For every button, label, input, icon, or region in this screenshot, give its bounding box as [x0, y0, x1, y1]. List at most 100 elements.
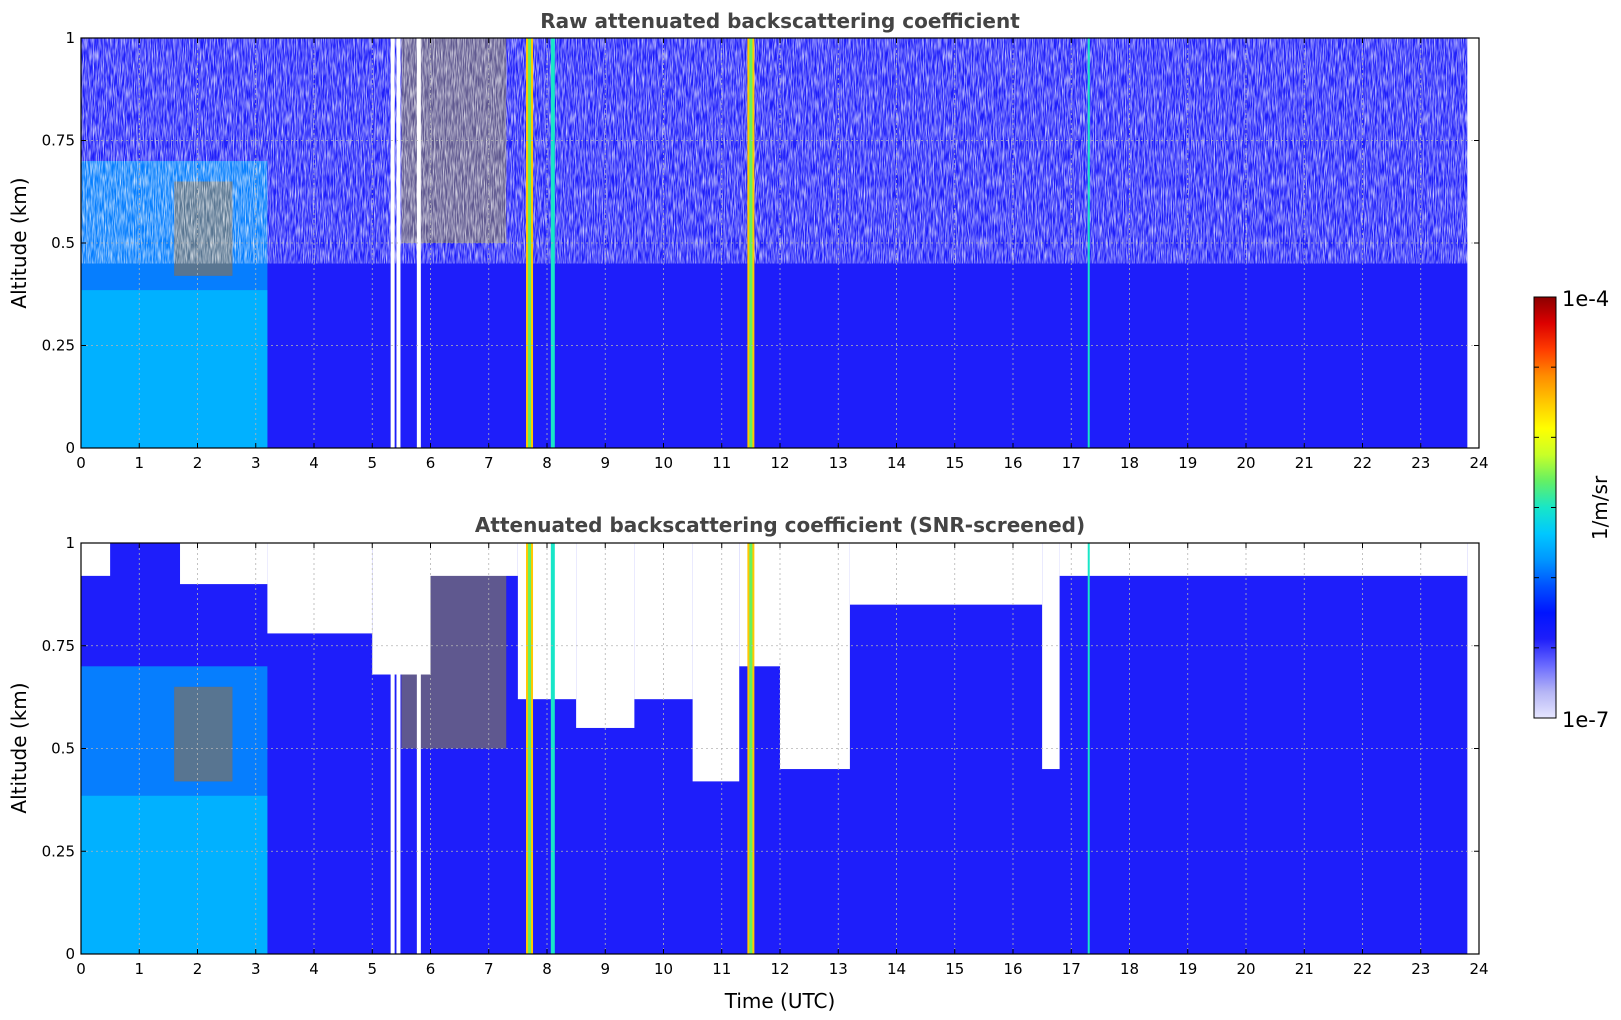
y-tick-label: 1	[65, 29, 75, 47]
x-tick-label: 11	[712, 454, 731, 472]
x-tick-label: 15	[945, 454, 964, 472]
screened-region	[634, 543, 693, 700]
x-tick-label: 14	[887, 454, 906, 472]
x-tick-label: 3	[251, 960, 261, 978]
screened-region	[849, 543, 1043, 605]
bottom-y-ticks: 0 0.25 0.5 0.75 1	[42, 534, 1479, 963]
x-tick-label: 0	[76, 454, 86, 472]
x-tick-label: 18	[1120, 960, 1139, 978]
colorbar: 1e-4 1e-7 1/m/sr	[1533, 287, 1612, 732]
vertical-streak	[1087, 38, 1090, 448]
x-tick-label: 8	[542, 454, 552, 472]
vertical-streak-core	[528, 543, 532, 954]
colorbar-min-label: 1e-7	[1562, 708, 1609, 732]
x-tick-label: 10	[654, 960, 673, 978]
screened-region	[1059, 543, 1468, 576]
y-tick-label: 0	[65, 945, 75, 963]
x-tick-label: 4	[309, 960, 319, 978]
x-tick-label: 21	[1295, 960, 1314, 978]
screened-region	[739, 543, 780, 667]
top-y-ticks: 0 0.25 0.5 0.75 1	[42, 29, 1479, 457]
x-tick-label: 24	[1469, 960, 1488, 978]
x-tick-label: 16	[1003, 960, 1022, 978]
x-tick-label: 3	[251, 454, 261, 472]
x-tick-label: 23	[1411, 454, 1430, 472]
screened-region	[1467, 543, 1479, 954]
y-tick-label: 1	[65, 534, 75, 552]
screened-region	[1042, 543, 1060, 770]
x-tick-label: 15	[945, 960, 964, 978]
bottom-y-axis-label: Altitude (km)	[7, 682, 31, 813]
aerosol-layer-core	[81, 795, 268, 954]
x-tick-label: 6	[426, 960, 436, 978]
panel-bottom: Attenuated backscattering coefficient (S…	[7, 513, 1489, 1013]
y-tick-label: 0.5	[51, 234, 75, 252]
screened-region	[430, 543, 518, 576]
x-tick-label: 14	[887, 960, 906, 978]
aerosol-layer-core	[81, 290, 268, 448]
y-tick-label: 0.5	[51, 740, 75, 758]
bottom-x-ticks: 0 1 2 3 4 5 6 7 8 9 10 11 12 13 14 15 16 17 18 19 20 21 22 23 24	[76, 543, 1489, 978]
x-tick-label: 10	[654, 454, 673, 472]
screened-region	[780, 543, 850, 770]
x-tick-label: 6	[426, 454, 436, 472]
elevated-layer-halo	[174, 686, 233, 782]
x-tick-label: 22	[1353, 454, 1372, 472]
x-tick-label: 20	[1236, 960, 1255, 978]
x-tick-label: 19	[1178, 960, 1197, 978]
x-tick-label: 21	[1295, 454, 1314, 472]
x-tick-label: 1	[134, 960, 144, 978]
x-tick-label: 17	[1062, 454, 1081, 472]
x-tick-label: 20	[1236, 454, 1255, 472]
x-tick-label: 8	[542, 960, 552, 978]
bottom-panel-title: Attenuated backscattering coefficient (S…	[475, 513, 1085, 537]
no-data-region	[1467, 38, 1479, 448]
screened-region	[267, 543, 373, 634]
x-axis-label: Time (UTC)	[724, 989, 836, 1013]
top-panel-title: Raw attenuated backscattering coefficien…	[540, 9, 1020, 33]
screened-region	[372, 543, 431, 675]
no-data-gap	[416, 543, 421, 954]
colorbar-units-label: 1/m/sr	[1588, 475, 1612, 540]
x-tick-label: 22	[1353, 960, 1372, 978]
colorbar-ticks	[1534, 296, 1556, 719]
top-gridlines	[80, 37, 1480, 449]
x-tick-label: 1	[134, 454, 144, 472]
x-tick-label: 5	[367, 454, 377, 472]
x-tick-label: 9	[600, 454, 610, 472]
colorbar-max-label: 1e-4	[1562, 287, 1609, 311]
elevated-layer	[174, 686, 233, 782]
x-tick-label: 7	[484, 960, 494, 978]
no-data-gap	[396, 38, 401, 448]
vertical-streak-core	[749, 543, 753, 954]
top-x-ticks: 0 1 2 3 4 5 6 7 8 9 10 11 12 13 14 15 16 17 18 19 20 21 22 23 24	[76, 38, 1489, 472]
y-tick-label: 0	[65, 439, 75, 457]
x-tick-label: 11	[712, 960, 731, 978]
x-tick-label: 18	[1120, 454, 1139, 472]
x-tick-label: 9	[600, 960, 610, 978]
x-tick-label: 13	[829, 960, 848, 978]
screened-region	[692, 543, 740, 782]
no-data-gap	[416, 38, 421, 448]
screened-region	[81, 543, 111, 576]
y-tick-label: 0.25	[42, 337, 75, 355]
x-tick-label: 24	[1469, 454, 1488, 472]
screened-region	[180, 543, 268, 585]
x-tick-label: 2	[193, 454, 203, 472]
x-tick-label: 2	[193, 960, 203, 978]
vertical-streak-core	[528, 38, 532, 448]
y-tick-label: 0.75	[42, 132, 75, 150]
x-tick-label: 0	[76, 960, 86, 978]
x-tick-label: 12	[770, 454, 789, 472]
x-tick-label: 5	[367, 960, 377, 978]
no-data-gap	[396, 543, 401, 954]
x-tick-label: 7	[484, 454, 494, 472]
x-tick-label: 17	[1062, 960, 1081, 978]
x-tick-label: 13	[829, 454, 848, 472]
x-tick-label: 16	[1003, 454, 1022, 472]
x-tick-label: 4	[309, 454, 319, 472]
noise-speckle	[81, 38, 1479, 264]
panel-top: Raw attenuated backscattering coefficien…	[7, 9, 1489, 472]
y-tick-label: 0.75	[42, 637, 75, 655]
